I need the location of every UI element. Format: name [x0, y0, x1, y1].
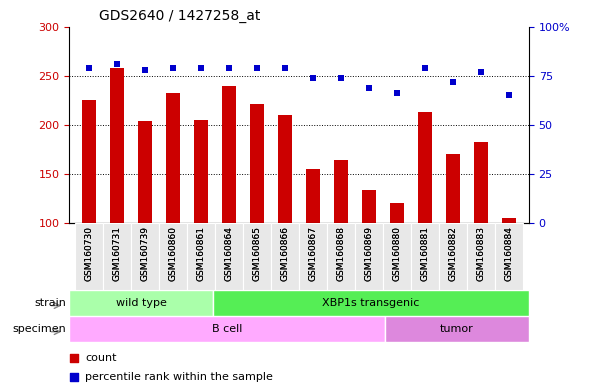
Bar: [213, 290, 529, 316]
FancyBboxPatch shape: [495, 223, 523, 290]
Point: [448, 79, 458, 85]
FancyBboxPatch shape: [439, 223, 467, 290]
Text: GSM160868: GSM160868: [337, 226, 346, 281]
Text: percentile rank within the sample: percentile rank within the sample: [85, 372, 273, 382]
Text: GSM160868: GSM160868: [337, 226, 346, 281]
Text: wild type: wild type: [115, 298, 166, 308]
Text: GDS2640 / 1427258_at: GDS2640 / 1427258_at: [99, 9, 261, 23]
FancyBboxPatch shape: [383, 223, 411, 290]
Point: [112, 61, 121, 67]
Point: [252, 65, 262, 71]
Bar: [306, 169, 320, 223]
Text: GSM160865: GSM160865: [252, 226, 261, 281]
Bar: [446, 154, 460, 223]
Text: GSM160883: GSM160883: [477, 226, 486, 281]
Text: GSM160861: GSM160861: [197, 226, 206, 281]
Text: GSM160867: GSM160867: [308, 226, 317, 281]
Point: [196, 65, 206, 71]
Bar: [502, 218, 516, 223]
Point: [392, 90, 402, 96]
Bar: [110, 68, 124, 223]
Text: GSM160865: GSM160865: [252, 226, 261, 281]
Text: XBP1s transgenic: XBP1s transgenic: [322, 298, 419, 308]
Text: GSM160860: GSM160860: [168, 226, 177, 281]
Text: GSM160866: GSM160866: [281, 226, 290, 281]
Bar: [390, 203, 404, 223]
Text: GSM160880: GSM160880: [392, 226, 401, 281]
FancyBboxPatch shape: [75, 223, 103, 290]
Bar: [82, 100, 96, 223]
Point: [69, 354, 79, 361]
Point: [420, 65, 430, 71]
Bar: [474, 142, 488, 223]
FancyBboxPatch shape: [103, 223, 131, 290]
Bar: [69, 290, 213, 316]
FancyBboxPatch shape: [327, 223, 355, 290]
Bar: [138, 121, 152, 223]
Text: B cell: B cell: [212, 324, 242, 334]
Text: GSM160882: GSM160882: [449, 226, 458, 281]
FancyBboxPatch shape: [131, 223, 159, 290]
Text: GSM160869: GSM160869: [365, 226, 374, 281]
Text: GSM160860: GSM160860: [168, 226, 177, 281]
Point: [364, 84, 374, 91]
Text: GSM160884: GSM160884: [505, 226, 514, 281]
Text: GSM160864: GSM160864: [224, 226, 233, 281]
Point: [69, 374, 79, 380]
Text: specimen: specimen: [13, 324, 66, 334]
FancyBboxPatch shape: [215, 223, 243, 290]
FancyBboxPatch shape: [243, 223, 271, 290]
Text: GSM160869: GSM160869: [365, 226, 374, 281]
Text: GSM160864: GSM160864: [224, 226, 233, 281]
Point: [140, 67, 150, 73]
Bar: [278, 115, 292, 223]
Text: GSM160882: GSM160882: [449, 226, 458, 281]
Text: GSM160880: GSM160880: [392, 226, 401, 281]
Point: [280, 65, 290, 71]
Bar: [222, 86, 236, 223]
FancyBboxPatch shape: [467, 223, 495, 290]
Text: GSM160731: GSM160731: [112, 226, 121, 281]
FancyBboxPatch shape: [159, 223, 187, 290]
Bar: [385, 316, 529, 342]
Bar: [69, 316, 385, 342]
Text: GSM160739: GSM160739: [140, 226, 149, 281]
Text: GSM160867: GSM160867: [308, 226, 317, 281]
FancyBboxPatch shape: [187, 223, 215, 290]
Point: [504, 92, 514, 98]
Bar: [362, 190, 376, 223]
Text: tumor: tumor: [440, 324, 474, 334]
Text: GSM160739: GSM160739: [140, 226, 149, 281]
Text: GSM160884: GSM160884: [505, 226, 514, 281]
Point: [84, 65, 94, 71]
Text: GSM160866: GSM160866: [281, 226, 290, 281]
FancyBboxPatch shape: [355, 223, 383, 290]
Bar: [194, 120, 208, 223]
Text: GSM160861: GSM160861: [197, 226, 206, 281]
Point: [477, 69, 486, 75]
Text: GSM160731: GSM160731: [112, 226, 121, 281]
Text: GSM160730: GSM160730: [84, 226, 93, 281]
Text: GSM160883: GSM160883: [477, 226, 486, 281]
Text: GSM160881: GSM160881: [421, 226, 430, 281]
FancyBboxPatch shape: [299, 223, 327, 290]
FancyBboxPatch shape: [271, 223, 299, 290]
Point: [308, 75, 318, 81]
Text: GSM160881: GSM160881: [421, 226, 430, 281]
FancyBboxPatch shape: [411, 223, 439, 290]
Point: [336, 75, 346, 81]
Point: [168, 65, 178, 71]
Bar: [166, 93, 180, 223]
Text: GSM160730: GSM160730: [84, 226, 93, 281]
Bar: [418, 112, 432, 223]
Bar: [250, 104, 264, 223]
Bar: [334, 160, 348, 223]
Text: strain: strain: [34, 298, 66, 308]
Text: count: count: [85, 353, 117, 362]
Point: [224, 65, 234, 71]
